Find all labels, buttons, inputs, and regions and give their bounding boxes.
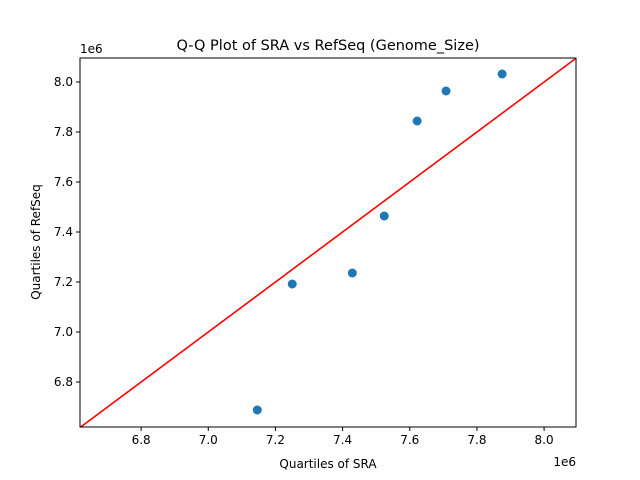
y-tick-label: 8.0	[54, 75, 73, 89]
data-point	[441, 86, 451, 96]
x-tick-label: 7.4	[333, 433, 352, 447]
x-tick-label: 8.0	[535, 433, 554, 447]
y-tick-label: 7.2	[54, 275, 73, 289]
x-tick-label: 7.2	[266, 433, 285, 447]
y-tick-label: 7.0	[54, 325, 73, 339]
data-point	[347, 268, 357, 278]
x-tick-label: 7.8	[467, 433, 486, 447]
data-point	[252, 405, 262, 415]
x-tick-label: 7.6	[400, 433, 419, 447]
y-axis-label: Quartiles of RefSeq	[29, 184, 43, 300]
y-axis-ticks: 6.8 7.0 7.2 7.4 7.6 7.8 8.0	[54, 75, 80, 389]
y-offset-label: 1e6	[80, 42, 103, 56]
reference-line	[80, 57, 577, 428]
x-axis-label: Quartiles of SRA	[279, 457, 377, 471]
y-tick-label: 7.4	[54, 225, 73, 239]
data-point	[497, 69, 507, 79]
x-axis-ticks: 6.8 7.0 7.2 7.4 7.6 7.8 8.0	[132, 427, 554, 447]
chart-title: Q-Q Plot of SRA vs RefSeq (Genome_Size)	[176, 38, 479, 54]
x-tick-label: 6.8	[132, 433, 151, 447]
data-point	[287, 279, 297, 289]
data-point	[412, 116, 422, 126]
plot-area	[80, 57, 577, 428]
y-tick-label: 7.6	[54, 175, 73, 189]
x-tick-label: 7.0	[199, 433, 218, 447]
data-point	[379, 211, 389, 221]
y-tick-label: 6.8	[54, 375, 73, 389]
x-offset-label: 1e6	[553, 455, 576, 469]
y-tick-label: 7.8	[54, 125, 73, 139]
axes-frame	[79, 57, 577, 428]
